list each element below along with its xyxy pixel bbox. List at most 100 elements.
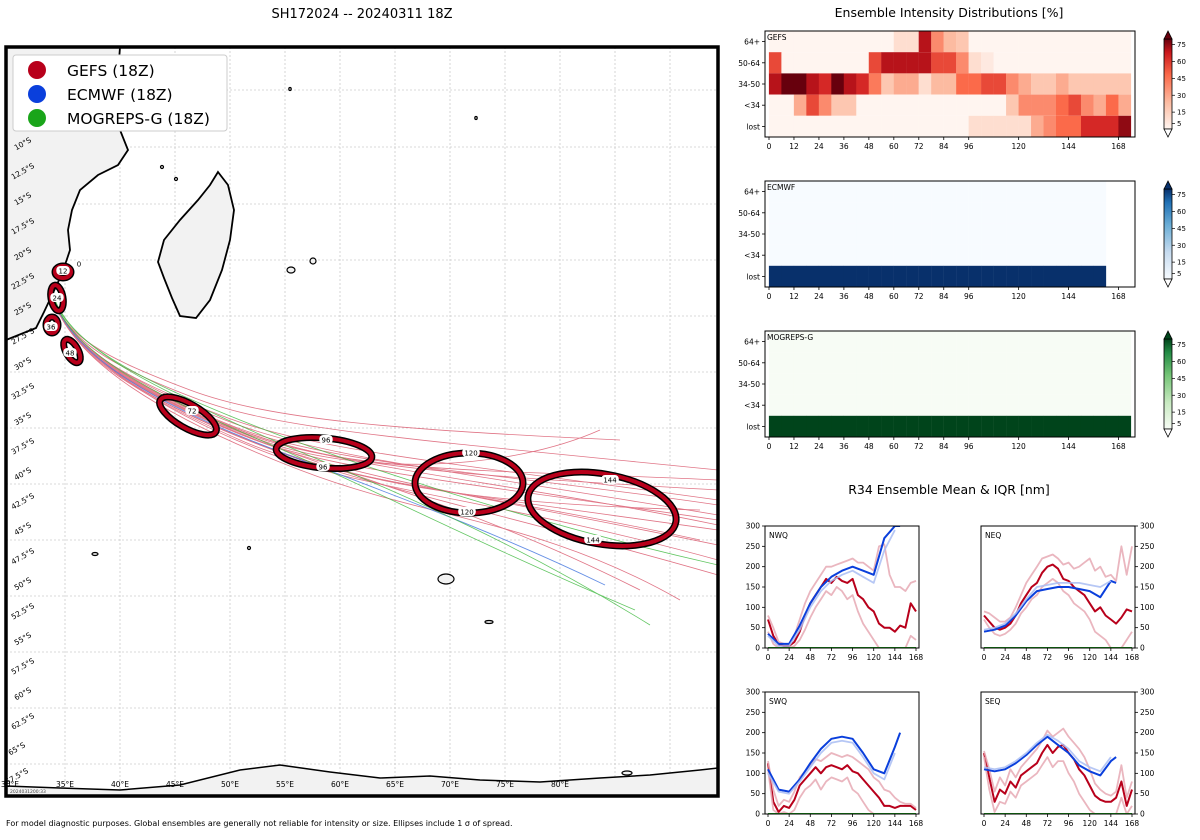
- heatmap-cell: [868, 265, 882, 287]
- xtick-label: 96: [848, 653, 858, 662]
- xtick-label: 96: [848, 819, 858, 828]
- ytick-label: 250: [1140, 708, 1155, 717]
- panel-series: [983, 545, 1133, 648]
- heatmap-cell: [843, 202, 857, 224]
- heatmap-cell: [843, 181, 857, 203]
- forecast-hour-badge: [185, 406, 199, 415]
- heatmap-cell: [918, 52, 932, 74]
- heatmap-cell: [1093, 415, 1107, 437]
- forecast-hour-badge: [50, 293, 64, 302]
- heatmap-cell: [993, 181, 1007, 203]
- heatmap-cell: [968, 94, 982, 116]
- heatmap-cell: [943, 115, 957, 137]
- heatmap-cell: [931, 415, 944, 437]
- heatmap-cell: [1056, 115, 1069, 137]
- heatmap-cell: [768, 394, 782, 416]
- heatmap-cell: [1056, 181, 1069, 203]
- colorbar-ramp: [1163, 38, 1173, 130]
- colorbar-extend-top: [1163, 30, 1173, 40]
- heatmap-cell: [856, 394, 869, 416]
- ytick-label: 100: [1140, 769, 1155, 778]
- heatmap-row-label: 34-50: [738, 80, 760, 89]
- series-line-gefs-mean: [983, 563, 1133, 631]
- heatmap-cell: [1056, 94, 1069, 116]
- forecast-hour-label: 96: [319, 464, 328, 472]
- heatmap-cell: [818, 52, 832, 74]
- heatmap-cell: [1018, 223, 1032, 245]
- series-line-gefs-mean: [767, 763, 917, 813]
- heatmap-cell: [1080, 415, 1094, 437]
- lon-tick-label: 30°E: [1, 780, 19, 789]
- heatmap-cell: [793, 73, 807, 95]
- xtick-label: 168: [1125, 819, 1140, 828]
- heatmap-cell: [818, 265, 832, 287]
- heatmap-cell: [931, 73, 944, 95]
- heatmap-cell: [831, 73, 844, 95]
- series-line-gefs-p75: [983, 727, 1133, 799]
- series-line-ecmwf-mean: [767, 732, 902, 793]
- heatmap-cell: [956, 352, 969, 374]
- xtick-label: 120: [867, 819, 882, 828]
- forecast-hour-label: 144: [586, 537, 600, 545]
- heatmap-cell: [956, 223, 969, 245]
- heatmap-cell: [893, 373, 907, 395]
- timestamp-stamp: 2024031200:33: [10, 789, 46, 795]
- heatmap-cell: [1031, 115, 1044, 137]
- series-line-gefs-mean: [983, 743, 1133, 807]
- ytick-label: 300: [746, 688, 761, 697]
- heatmap-cell: [906, 52, 919, 74]
- heatmap-xtick-label: 36: [839, 142, 849, 151]
- heatmap-cell: [806, 415, 820, 437]
- colorbar-extend-top: [1163, 180, 1173, 190]
- heatmap-row-label: <34: [744, 101, 760, 110]
- heatmap-cell: [1068, 394, 1082, 416]
- ytick-label: 50: [1140, 789, 1150, 798]
- madagascar-island: [157, 170, 235, 319]
- panel-background: [765, 526, 919, 648]
- heatmap-cell: [881, 373, 894, 395]
- xtick-label: 96: [1064, 653, 1074, 662]
- footer-note: For model diagnostic purposes. Global en…: [6, 819, 513, 828]
- heatmap-cell: [906, 202, 919, 224]
- heatmap-xtick-label: 168: [1111, 442, 1126, 451]
- heatmap-cell: [918, 223, 932, 245]
- map-border: [4, 45, 720, 798]
- heatmap-cell: [781, 73, 795, 95]
- heatmap-cell: [1093, 223, 1107, 245]
- heatmap-cell: [1105, 31, 1119, 53]
- heatmap-cell: [956, 181, 969, 203]
- heatmap-cell: [993, 331, 1007, 353]
- series-line-ecmwf-p75: [983, 733, 1112, 773]
- heatmap-cell: [881, 202, 894, 224]
- series-line-gefs-mean: [767, 575, 917, 647]
- heatmap-cell: [818, 31, 832, 53]
- figure-title: SH172024 -- 20240311 18Z: [271, 7, 452, 22]
- heatmap-cell: [968, 373, 982, 395]
- heatmap-cell: [1056, 394, 1069, 416]
- heatmap-cell: [993, 31, 1007, 53]
- heatmap-cell: [781, 115, 795, 137]
- forecast-hour-badge: [63, 348, 77, 357]
- heatmap-cell: [1068, 331, 1082, 353]
- heatmap-cell: [981, 181, 994, 203]
- heatmap-cell: [893, 73, 907, 95]
- heatmap-cell: [993, 94, 1007, 116]
- heatmap-xtick-label: 168: [1111, 142, 1126, 151]
- heatmap-cell: [981, 31, 994, 53]
- heatmap-cell: [868, 52, 882, 74]
- heatmap-cell: [793, 181, 807, 203]
- heatmap-cell: [856, 52, 869, 74]
- heatmap-cell: [781, 394, 795, 416]
- heatmap-cell: [918, 202, 932, 224]
- heatmap-cell: [806, 202, 820, 224]
- xtick-label: 48: [806, 653, 816, 662]
- heatmap-cell: [931, 265, 944, 287]
- heatmap-cell: [1080, 265, 1094, 287]
- heatmap-cell: [843, 265, 857, 287]
- series-line-gefs-p75: [767, 752, 917, 809]
- lon-tick-label: 40°E: [111, 780, 129, 789]
- heatmap-cell: [793, 373, 807, 395]
- colorbar: 5 15 30 45 60 75: [1163, 330, 1186, 438]
- heatmap-xtick-label: 96: [964, 142, 974, 151]
